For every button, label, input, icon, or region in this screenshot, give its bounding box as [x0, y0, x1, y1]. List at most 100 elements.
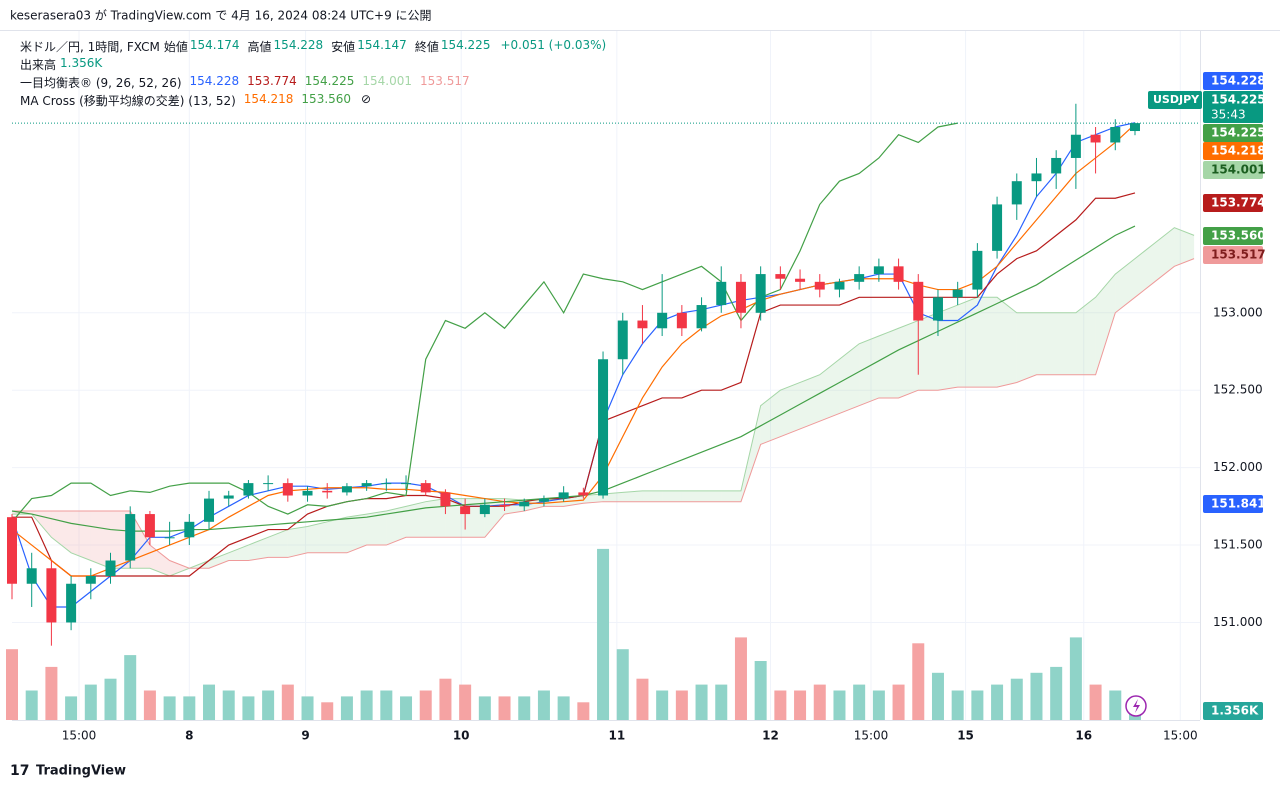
volume-bar	[6, 649, 18, 720]
cloud-segment	[327, 517, 347, 553]
price-tag	[1203, 161, 1263, 179]
cloud-segment	[819, 359, 840, 422]
price-tag-label: 154.225	[1211, 126, 1266, 140]
candle-body	[716, 281, 727, 306]
symbol: 米ドル／円, 1時間, FXCM	[20, 40, 160, 54]
candle-body	[460, 506, 471, 515]
cloud-segment	[425, 498, 446, 538]
cloud-segment	[386, 506, 407, 546]
candle-body	[46, 568, 57, 623]
candle-body	[1110, 126, 1121, 143]
symbol-tag	[1148, 91, 1202, 109]
price-tag	[1203, 72, 1263, 90]
cloud-segment	[287, 526, 308, 558]
symbol-tag-label: USDJPY	[1153, 93, 1200, 106]
ma-value: 153.560	[301, 92, 352, 106]
volume-bar	[734, 637, 747, 720]
volume-bar	[1069, 637, 1082, 720]
volume-bar	[675, 690, 688, 720]
ichimoku-value: 154.225	[304, 74, 355, 88]
cloud-segment	[366, 510, 387, 546]
candle-body	[676, 312, 687, 329]
price-tag	[1203, 495, 1263, 513]
cloud-segment	[898, 320, 919, 398]
cloud-segment	[681, 490, 702, 502]
volume-bar	[25, 690, 38, 720]
candle-body	[755, 274, 766, 313]
candle-body	[440, 492, 451, 507]
candle-body	[85, 576, 96, 584]
cloud-segment	[1036, 312, 1057, 375]
volume-bar	[301, 696, 314, 720]
volume-bar	[656, 690, 669, 720]
y-tick-label: 151.500	[1213, 538, 1263, 552]
ohlc: 始値 154.174 高値 154.228 安値 154.147 終値 154.225	[164, 38, 497, 55]
cloud-segment	[878, 328, 899, 398]
cloud-segment	[622, 490, 643, 502]
ma-value: 154.218	[243, 92, 294, 106]
x-tick-label: 11	[608, 729, 625, 743]
volume-bar	[1050, 666, 1063, 720]
candle-body	[322, 490, 333, 493]
volume-bar	[124, 655, 137, 720]
change: +0.051 (+0.03%)	[500, 38, 607, 52]
candle-body	[184, 521, 195, 538]
cloud-segment	[642, 490, 663, 502]
candle-body	[972, 250, 983, 290]
volume-bar	[853, 684, 866, 720]
alert-glyph	[1133, 699, 1140, 713]
volume-bar	[242, 696, 255, 720]
volume-bar	[774, 690, 787, 720]
ichimoku-value: 153.517	[420, 74, 470, 88]
candle-body	[499, 504, 510, 507]
price-tag-label: 153.517	[1211, 248, 1266, 262]
cloud-segment	[169, 560, 190, 577]
x-tick-label: 8	[185, 729, 193, 743]
volume-bar	[597, 548, 610, 720]
volume-bar	[459, 684, 472, 720]
candle-body	[263, 483, 274, 485]
volume-bar	[577, 702, 590, 720]
publisher: keserasera03 が TradingView.com で 4月 16, …	[10, 8, 432, 23]
volume-bar	[340, 696, 353, 720]
candle-body	[854, 274, 865, 282]
candle-body	[795, 278, 806, 282]
x-tick-label: 15:00	[62, 729, 97, 743]
cloud-segment	[51, 510, 72, 553]
candle-body	[223, 495, 234, 499]
price-tag	[1203, 702, 1263, 720]
cloud-segment	[997, 297, 1017, 388]
volume-bar	[715, 684, 728, 720]
last-price-label: 154.225	[1211, 93, 1266, 107]
candle-body	[873, 266, 884, 275]
logo: 17	[10, 763, 29, 779]
ichimoku-label: 一目均衡表® (9, 26, 52, 26)	[20, 76, 182, 90]
x-tick-label: 15:00	[854, 729, 889, 743]
cloud-segment	[918, 312, 938, 391]
x-tick-label: 12	[762, 729, 779, 743]
price-tag	[1203, 142, 1263, 160]
ohlc-value: 154.228	[273, 38, 324, 52]
candle-body	[952, 289, 963, 298]
countdown: 35:43	[1211, 108, 1246, 122]
candle-body	[578, 492, 589, 496]
cloud-segment	[859, 336, 879, 406]
cloud-segment	[149, 545, 170, 577]
indicator-line	[12, 192, 1136, 577]
candle-body	[992, 204, 1003, 251]
volume-bar	[892, 684, 905, 720]
volume-label: 出来高	[20, 58, 57, 72]
cloud-segment	[1016, 312, 1037, 383]
candle-body	[696, 305, 707, 329]
candle-body	[1070, 134, 1081, 158]
volume-bar	[1109, 690, 1122, 720]
cloud-segment	[760, 390, 781, 445]
volume-bar	[360, 690, 373, 720]
ma-label: MA Cross (移動平均線の交差) (13, 52)	[20, 94, 236, 108]
candle-body	[361, 483, 372, 487]
ohlc-value: 154.225	[440, 38, 491, 52]
price-tag	[1203, 246, 1263, 264]
price-tag-label: 154.001	[1211, 163, 1266, 177]
